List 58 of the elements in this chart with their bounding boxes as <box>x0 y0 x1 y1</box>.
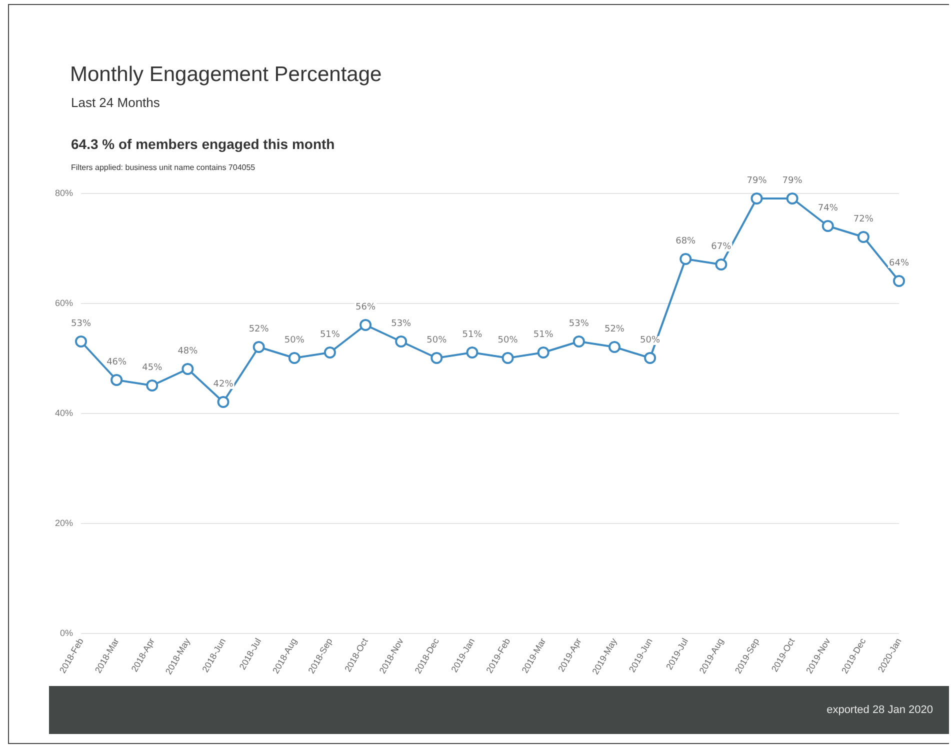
text: exported 28 Jan 2020 <box>826 703 933 718</box>
point <box>822 220 834 232</box>
point <box>288 352 300 364</box>
text: 64.3 % of members engaged this month <box>71 136 335 152</box>
data-label: 72% <box>853 214 874 224</box>
data-label: 42% <box>213 380 234 390</box>
point <box>324 346 336 358</box>
point <box>430 352 443 364</box>
data-label: 74% <box>818 204 838 214</box>
data-label: 52% <box>604 324 625 334</box>
data-label: 50% <box>426 336 448 346</box>
point <box>537 346 550 358</box>
point <box>252 341 265 353</box>
chart-subtitle: Last 24 Months <box>71 95 160 110</box>
data-label: 51% <box>462 330 483 340</box>
data-label: 56% <box>356 302 376 312</box>
data-label: 79% <box>746 176 768 186</box>
point <box>146 380 158 392</box>
data-label: 79% <box>782 176 803 186</box>
chart-title: Monthly Engagement Percentage <box>70 63 382 87</box>
y-tick-label: 80% <box>54 188 73 198</box>
point <box>857 231 870 243</box>
y-tick-label: 40% <box>54 408 73 418</box>
text: Filters applied: business unit name contains 704055 <box>71 163 256 172</box>
data-label: 51% <box>320 330 340 340</box>
point <box>786 192 798 204</box>
point <box>572 336 585 348</box>
point <box>750 192 763 204</box>
y-tick-label: 0% <box>60 628 73 638</box>
data-label: 68% <box>676 236 696 246</box>
data-label: 45% <box>142 363 163 373</box>
data-label: 52% <box>248 324 270 334</box>
data-label: 53% <box>568 319 590 329</box>
point <box>466 346 478 358</box>
data-label: 48% <box>178 346 198 356</box>
y-tick-label: 60% <box>54 298 73 308</box>
data-label: 51% <box>533 330 554 340</box>
point <box>75 336 87 348</box>
point <box>217 396 230 408</box>
data-label: 67% <box>711 242 732 252</box>
point <box>680 253 692 265</box>
point <box>715 258 728 270</box>
data-label: 50% <box>498 336 518 346</box>
point <box>110 374 123 386</box>
data-label: 50% <box>640 336 660 346</box>
point <box>893 275 905 287</box>
data-label: 53% <box>391 319 412 329</box>
y-tick-label: 20% <box>54 518 73 528</box>
point <box>395 336 408 348</box>
point <box>608 341 620 353</box>
point <box>502 352 514 364</box>
data-label: 64% <box>888 258 910 268</box>
data-label: 46% <box>106 358 128 368</box>
point <box>182 363 194 375</box>
data-label: 53% <box>70 319 92 329</box>
point <box>644 352 656 364</box>
data-label: 50% <box>284 336 305 346</box>
point <box>360 319 372 331</box>
